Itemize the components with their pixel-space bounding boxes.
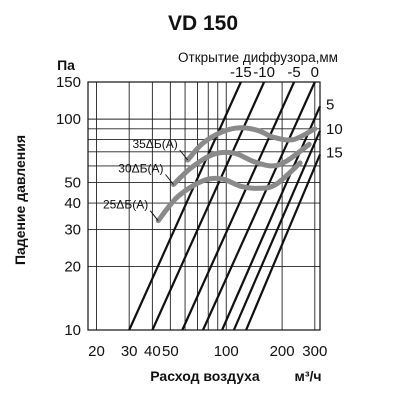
x-tick-label: 50 [162,343,179,360]
noise-curve [185,125,318,163]
diffuser-line [181,81,296,331]
x-tick-label: 20 [88,343,105,360]
y-tick-label: 100 [56,111,81,128]
noise-leader [149,210,159,222]
y-tick-label: 30 [64,221,81,238]
noise-label: 30ΔБ(А) [118,162,163,176]
y-axis-label: Падение давления [12,135,28,265]
opening-label: 5 [326,96,334,113]
diffuser-lines [128,81,322,331]
diffuser-line [221,105,322,331]
noise-curve [155,160,303,224]
opening-label: 10 [326,121,343,138]
noise-label: 35ΔБ(А) [132,137,177,151]
x-tick-label: 100 [214,343,239,360]
opening-title: Открытие диффузора,мм [178,50,338,65]
x-tick-label: 30 [121,343,138,360]
y-tick-label: 20 [64,259,81,276]
noise-curves: 35ΔБ(А) 30ΔБ(А) 25ΔБ(А) [103,125,318,224]
x-tick-label: 40 [144,343,161,360]
x-tick-label: 200 [270,343,295,360]
opening-label: 15 [326,145,343,162]
noise-leader [179,149,189,161]
y-tick-label: 10 [64,322,81,339]
y-unit: Па [57,57,75,73]
opening-label: -15 [230,64,252,81]
diffuser-line [128,81,242,331]
y-tick-label: 40 [64,195,81,212]
x-axis-label: Расход воздуха [150,368,260,384]
opening-label: -5 [287,64,300,81]
diffuser-line [151,81,266,331]
y-tick-label: 50 [64,175,81,192]
diffuser-line [232,130,322,331]
y-tick-label: 150 [56,74,81,91]
opening-label: 0 [311,64,319,81]
x-tick-label: 300 [302,343,327,360]
diffuser-line [245,154,322,331]
noise-leader [165,174,174,185]
diffuser-line [201,81,316,331]
opening-label: -10 [253,64,275,81]
noise-curve [171,141,312,187]
x-unit: м³/ч [294,368,321,384]
noise-label: 25ΔБ(А) [103,198,148,212]
chart-title: VD 150 [168,12,238,35]
opening-labels: -15 -10 -5 05 10 15 [230,64,343,162]
